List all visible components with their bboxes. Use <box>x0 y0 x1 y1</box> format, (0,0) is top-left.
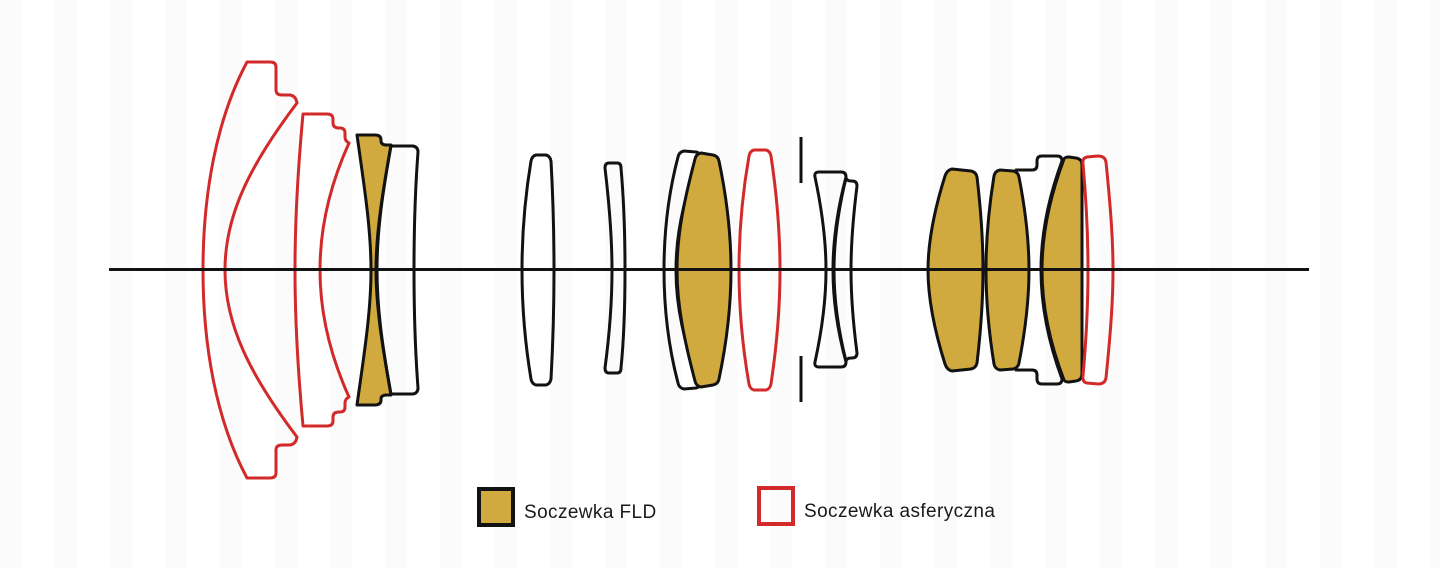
lens-element-4-meniscus <box>375 144 420 396</box>
legend-label-fld: Soczewka FLD <box>524 502 657 523</box>
lens-element-6-thin-meniscus <box>603 161 627 375</box>
legend-label-aspherical: Soczewka asferyczna <box>804 501 996 522</box>
lens-element-1-aspherical-front-meniscus <box>201 60 299 480</box>
lens-element-15-aspherical-rear <box>1081 154 1115 386</box>
lens-element-5-biconvex <box>520 153 556 387</box>
fld-swatch-icon <box>477 487 515 527</box>
lens-element-2-aspherical-meniscus <box>293 112 351 428</box>
lens-element-9-aspherical-biconvex <box>737 148 782 392</box>
lens-element-11-thin-meniscus <box>832 176 859 363</box>
legend-item-aspherical: Soczewka asferyczna <box>757 486 995 526</box>
legend-item-fld: Soczewka FLD <box>477 487 657 527</box>
aspherical-swatch-icon <box>757 486 795 526</box>
